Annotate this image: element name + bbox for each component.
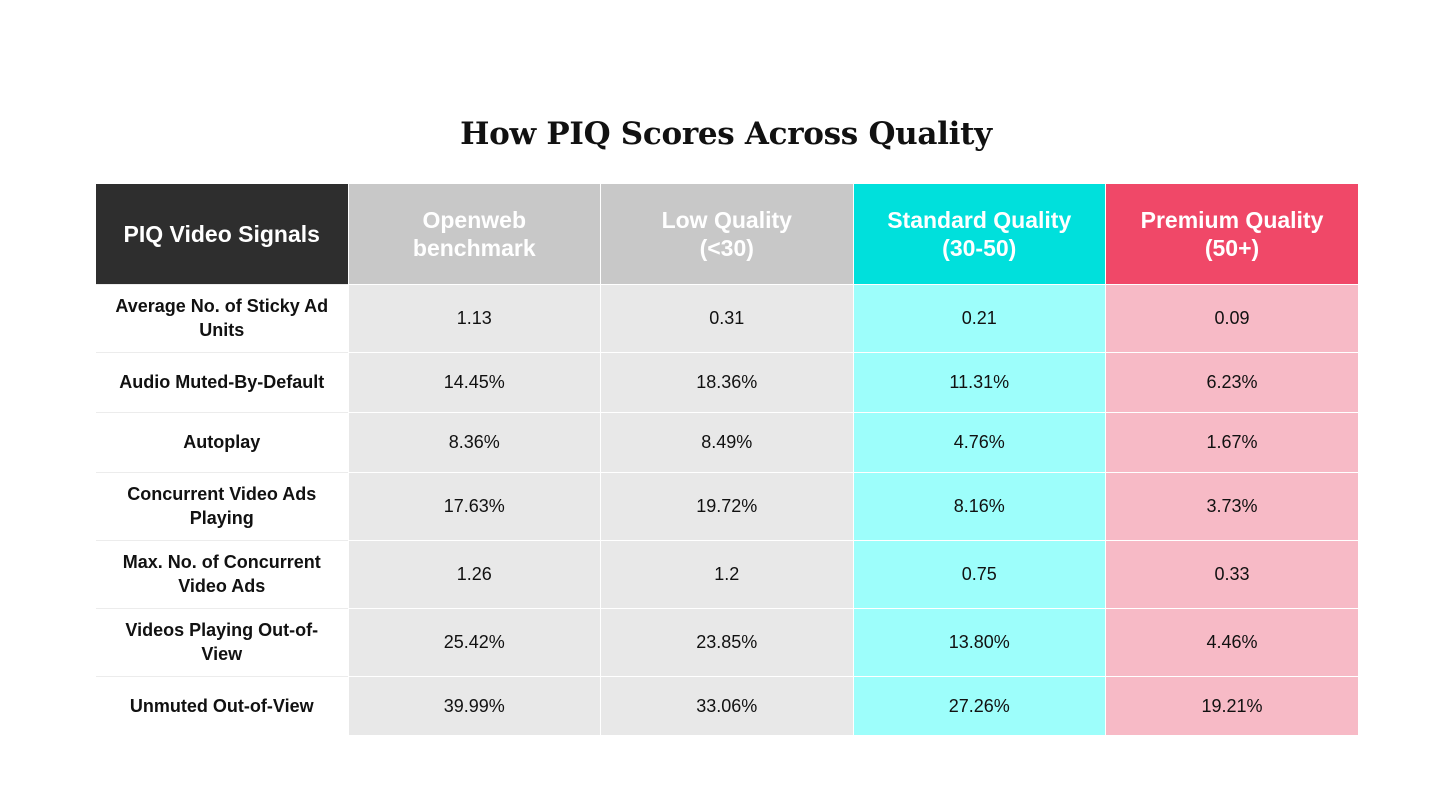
cell-low-quality: 19.72% [600, 471, 853, 540]
cell-standard-quality: 0.75 [852, 539, 1106, 608]
cell-openweb: 39.99% [347, 675, 601, 735]
header-row: PIQ Video Signals Openweb benchmark Low … [96, 184, 1358, 284]
page-title: How PIQ Scores Across Quality [460, 116, 992, 152]
header-premium-quality: Premium Quality (50+) [1105, 184, 1358, 284]
row-label: Max. No. of Concurrent Video Ads [96, 539, 348, 608]
cell-low-quality: 18.36% [600, 351, 853, 412]
cell-low-quality: 8.49% [600, 411, 853, 472]
row-label: Audio Muted-By-Default [96, 351, 348, 412]
cell-standard-quality: 0.21 [852, 283, 1106, 352]
table-row: Audio Muted-By-Default 14.45% 18.36% 11.… [96, 351, 1358, 412]
table-row: Videos Playing Out-of-View 25.42% 23.85%… [96, 607, 1358, 676]
row-label: Autoplay [96, 411, 348, 472]
cell-standard-quality: 8.16% [852, 471, 1106, 540]
cell-premium-quality: 19.21% [1105, 675, 1358, 735]
cell-low-quality: 33.06% [600, 675, 853, 735]
row-label: Average No. of Sticky Ad Units [96, 283, 348, 352]
cell-standard-quality: 4.76% [852, 411, 1106, 472]
table-row: Max. No. of Concurrent Video Ads 1.26 1.… [96, 539, 1358, 608]
cell-openweb: 1.13 [347, 283, 601, 352]
row-label: Concurrent Video Ads Playing [96, 471, 348, 540]
cell-standard-quality: 13.80% [852, 607, 1106, 676]
cell-standard-quality: 11.31% [852, 351, 1106, 412]
cell-low-quality: 23.85% [600, 607, 853, 676]
cell-openweb: 25.42% [347, 607, 601, 676]
cell-premium-quality: 4.46% [1105, 607, 1358, 676]
table-row: Average No. of Sticky Ad Units 1.13 0.31… [96, 283, 1358, 352]
cell-premium-quality: 3.73% [1105, 471, 1358, 540]
cell-standard-quality: 27.26% [852, 675, 1106, 735]
piq-signals-table: PIQ Video Signals Openweb benchmark Low … [96, 184, 1358, 735]
cell-low-quality: 0.31 [600, 283, 853, 352]
table-row: Concurrent Video Ads Playing 17.63% 19.7… [96, 471, 1358, 540]
cell-openweb: 14.45% [347, 351, 601, 412]
cell-openweb: 8.36% [347, 411, 601, 472]
header-piq-video-signals: PIQ Video Signals [96, 184, 348, 284]
cell-openweb: 17.63% [347, 471, 601, 540]
header-low-quality: Low Quality (<30) [600, 184, 853, 284]
cell-low-quality: 1.2 [600, 539, 853, 608]
cell-openweb: 1.26 [347, 539, 601, 608]
table-row: Autoplay 8.36% 8.49% 4.76% 1.67% [96, 411, 1358, 472]
cell-premium-quality: 0.33 [1105, 539, 1358, 608]
cell-premium-quality: 1.67% [1105, 411, 1358, 472]
row-label: Unmuted Out-of-View [96, 675, 348, 735]
cell-premium-quality: 0.09 [1105, 283, 1358, 352]
header-openweb-benchmark: Openweb benchmark [347, 184, 601, 284]
table-row: Unmuted Out-of-View 39.99% 33.06% 27.26%… [96, 675, 1358, 735]
row-label: Videos Playing Out-of-View [96, 607, 348, 676]
cell-premium-quality: 6.23% [1105, 351, 1358, 412]
header-standard-quality: Standard Quality (30-50) [852, 184, 1106, 284]
